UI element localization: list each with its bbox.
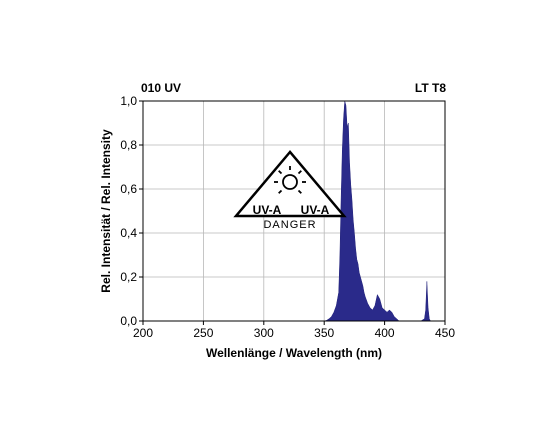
x-axis-title: Wellenlänge / Wavelength (nm) xyxy=(206,346,382,360)
lamp-type-label: LT T8 xyxy=(415,81,446,95)
x-tick-label: 450 xyxy=(435,326,455,340)
y-tick-label: 1,0 xyxy=(120,94,137,108)
x-tick-label: 350 xyxy=(314,326,334,340)
x-tick-label: 250 xyxy=(193,326,213,340)
x-tick-label: 200 xyxy=(133,326,153,340)
uv-a-left-label: UV-A xyxy=(253,203,282,217)
y-axis-ticks: 0,0 0,2 0,4 0,6 0,8 1,0 xyxy=(120,94,143,328)
y-tick-label: 0,6 xyxy=(120,182,137,196)
y-tick-label: 0,0 xyxy=(120,314,137,328)
x-axis-ticks: 200 250 300 350 400 450 xyxy=(133,321,455,340)
lamp-code-label: 010 UV xyxy=(141,81,181,95)
y-tick-label: 0,8 xyxy=(120,138,137,152)
plot-frame xyxy=(142,100,446,322)
uv-a-right-label: UV-A xyxy=(301,203,330,217)
y-tick-label: 0,2 xyxy=(120,270,137,284)
x-tick-label: 400 xyxy=(375,326,395,340)
y-tick-label: 0,4 xyxy=(120,226,137,240)
y-axis-title: Rel. Intensität / Rel. Intensity xyxy=(99,129,113,293)
warning-triangle xyxy=(233,150,347,218)
x-tick-label: 300 xyxy=(254,326,274,340)
danger-label: DANGER xyxy=(263,219,316,231)
sun-icon xyxy=(274,166,306,194)
uv-a-danger-sign: UV-A UV-A DANGER xyxy=(233,150,347,231)
